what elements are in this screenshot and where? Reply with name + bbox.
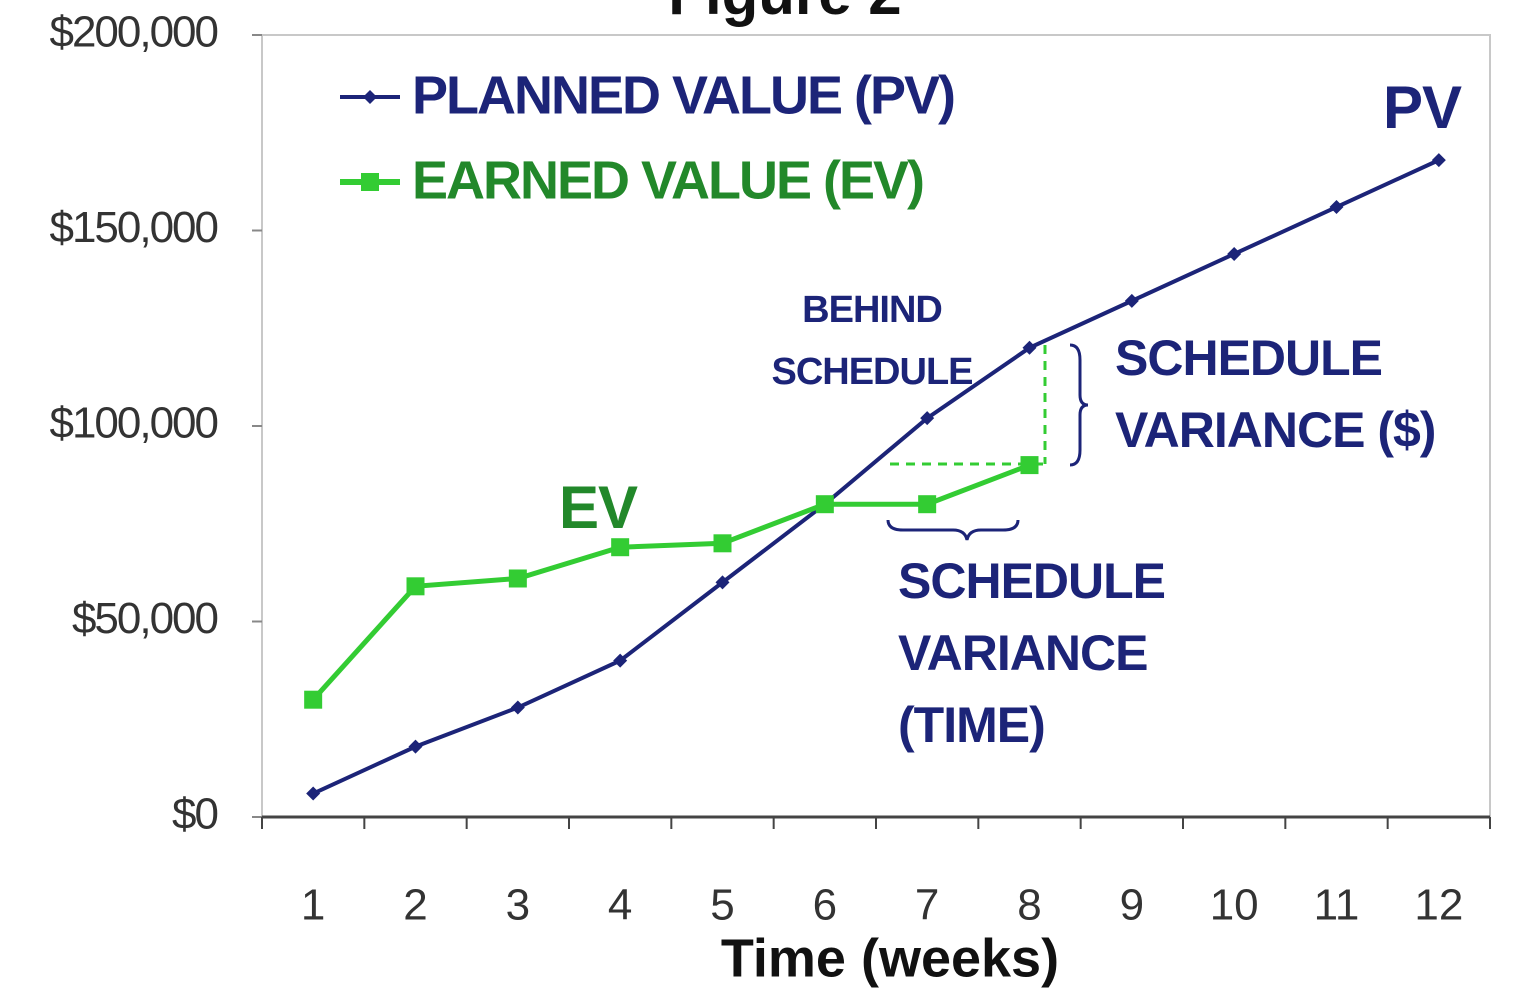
point: [510, 700, 525, 715]
annotation: SCHEDULE: [1115, 330, 1382, 386]
legend-marker: [361, 173, 379, 191]
x-tick-label: 10: [1210, 881, 1259, 930]
series-line: [312, 158, 1440, 796]
y-tick-label: $150,000: [49, 203, 217, 252]
legend-marker: [363, 90, 377, 104]
y-tick-label: $100,000: [49, 399, 217, 448]
point: [1431, 153, 1446, 168]
x-tick-label: 8: [1017, 881, 1041, 930]
annotation: PV: [1383, 74, 1462, 141]
point: [1020, 456, 1039, 475]
series-line: [311, 462, 1031, 702]
point: [715, 575, 730, 590]
point: [408, 739, 423, 754]
annotation: SCHEDULE: [771, 351, 972, 393]
x-tick-label: 12: [1414, 881, 1463, 930]
point: [1022, 340, 1037, 355]
x-tick-label: 4: [608, 881, 632, 930]
x-tick-label: 6: [813, 881, 837, 930]
brace: [1069, 343, 1089, 467]
y-tick-label: $200,000: [49, 8, 217, 57]
x-tick-label: 11: [1314, 881, 1360, 930]
point: [611, 538, 630, 557]
annotation: EV: [559, 474, 638, 541]
x-axis-label: Time (weeks): [721, 928, 1059, 988]
point: [920, 411, 935, 426]
legend-label: PLANNED VALUE (PV): [412, 65, 954, 125]
point: [613, 653, 628, 668]
x-tick-label: 3: [506, 881, 530, 930]
annotation: SCHEDULE: [898, 553, 1165, 609]
legend-label: EARNED VALUE (EV): [412, 150, 923, 210]
x-tick-label: 7: [915, 881, 939, 930]
point: [1227, 246, 1242, 261]
annotation: BEHIND: [802, 289, 942, 331]
point: [918, 495, 937, 514]
brace: [886, 519, 1020, 541]
annotation: VARIANCE: [898, 625, 1147, 681]
point: [815, 495, 834, 514]
y-tick-label: $0: [172, 790, 217, 839]
x-tick-label: 2: [403, 881, 427, 930]
annotation: (TIME): [898, 697, 1045, 753]
point: [713, 534, 732, 553]
chart-title: Figure 2: [668, 0, 901, 27]
point: [406, 577, 425, 596]
y-tick-label: $50,000: [72, 594, 218, 643]
annotation: VARIANCE ($): [1115, 402, 1435, 458]
point: [508, 569, 527, 588]
point: [304, 690, 323, 709]
x-tick-label: 9: [1120, 881, 1144, 930]
x-tick-label: 1: [301, 881, 325, 930]
point: [306, 786, 321, 801]
point: [1124, 293, 1139, 308]
x-tick-label: 5: [710, 881, 734, 930]
point: [1329, 200, 1344, 215]
